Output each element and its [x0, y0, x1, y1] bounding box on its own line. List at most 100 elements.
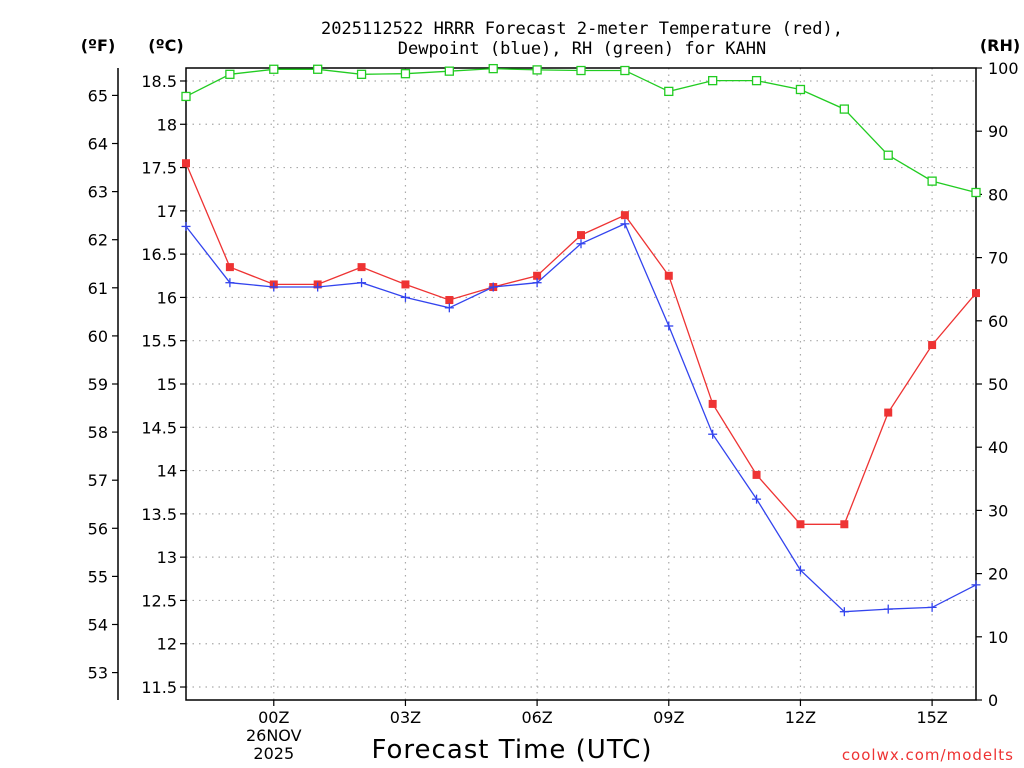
data-point: [313, 282, 323, 292]
celsius-tick-label: 15: [157, 375, 177, 394]
data-point: [927, 176, 937, 186]
data-point: [401, 280, 410, 289]
fahrenheit-tick-label: 59: [88, 375, 108, 394]
data-point: [225, 69, 235, 79]
celsius-tick-label: 12: [157, 635, 177, 654]
fahrenheit-tick-label: 62: [88, 231, 108, 250]
data-point: [971, 580, 981, 590]
celsius-tick-label: 15.5: [141, 332, 177, 351]
fahrenheit-tick-label: 53: [88, 664, 108, 683]
fahrenheit-tick-label: 57: [88, 471, 108, 490]
celsius-tick-label: 17: [157, 202, 177, 221]
data-point: [796, 520, 805, 529]
celsius-tick-label: 14.5: [141, 418, 177, 437]
data-point: [181, 221, 191, 231]
data-point: [927, 602, 937, 612]
data-point: [182, 159, 190, 168]
rh-tick-label: 40: [988, 438, 1008, 457]
data-point: [664, 321, 674, 331]
date-label-year: 2025: [253, 744, 294, 763]
data-point: [664, 86, 674, 97]
celsius-tick-label: 17.5: [141, 159, 177, 178]
celsius-axis-label: (ºC): [148, 36, 183, 55]
axes: 11.5 12 12.5 13 13.5 14 14.5 15 15.5 16 16.5 17 17.5…: [88, 59, 1019, 727]
data-point: [488, 63, 498, 74]
rh-axis-label: (RH): [980, 36, 1020, 55]
data-point: [357, 278, 367, 288]
celsius-tick-label: 16: [157, 288, 177, 307]
fahrenheit-tick-label: 55: [88, 567, 108, 586]
celsius-tick-label: 11.5: [141, 678, 177, 697]
fahrenheit-tick-label: 56: [88, 519, 108, 538]
data-point: [620, 211, 629, 220]
data-point: [839, 607, 849, 617]
data-point: [181, 91, 191, 102]
rh-tick-label: 90: [988, 122, 1008, 141]
series-line: [185, 67, 977, 194]
rh-tick-label: 60: [988, 312, 1008, 331]
rh-tick-label: 80: [988, 185, 1008, 204]
data-point: [225, 278, 235, 288]
x-tick-label: 03Z: [390, 708, 421, 727]
celsius-tick-label: 18.5: [141, 72, 177, 91]
rh-tick-label: 50: [988, 375, 1008, 394]
data-point: [445, 296, 454, 305]
rh-tick-label: 70: [988, 249, 1008, 268]
data-series: [181, 63, 981, 617]
celsius-tick-label: 16.5: [141, 245, 177, 264]
rh-tick-label: 100: [988, 59, 1019, 78]
x-tick-label: 09Z: [653, 708, 684, 727]
rh-tick-label: 20: [988, 565, 1008, 584]
celsius-tick-label: 18: [157, 115, 177, 134]
data-point: [795, 565, 805, 575]
data-point: [795, 84, 806, 95]
data-point: [972, 289, 980, 298]
data-point: [708, 429, 718, 439]
data-point: [356, 69, 367, 79]
data-point: [708, 399, 717, 408]
data-point: [444, 66, 454, 76]
credit-link[interactable]: coolwx.com/modelts: [842, 746, 1014, 764]
data-point: [752, 494, 762, 504]
series-dewpoint: [181, 219, 981, 617]
data-point: [576, 65, 586, 76]
data-point: [664, 271, 673, 280]
data-point: [532, 278, 542, 288]
celsius-tick-label: 14: [157, 462, 177, 481]
x-axis-title: Forecast Time (UTC): [371, 735, 652, 765]
data-point: [576, 239, 586, 249]
series-2-meter-temperature: [182, 159, 980, 529]
data-point: [269, 282, 279, 292]
fahrenheit-tick-label: 54: [88, 615, 108, 634]
data-point: [620, 65, 630, 76]
rh-tick-label: 10: [988, 628, 1008, 647]
celsius-tick-label: 12.5: [141, 591, 177, 610]
fahrenheit-tick-label: 65: [88, 86, 108, 105]
data-point: [752, 470, 761, 479]
fahrenheit-tick-label: 60: [88, 327, 108, 346]
data-point: [971, 187, 981, 198]
data-point: [269, 64, 279, 74]
series-line: [185, 222, 977, 613]
celsius-tick-label: 13: [157, 548, 177, 567]
fahrenheit-axis-label: (ºF): [81, 36, 116, 55]
data-point: [883, 604, 893, 614]
data-point: [225, 263, 234, 272]
fahrenheit-tick-label: 63: [88, 183, 108, 202]
data-point: [400, 69, 411, 79]
data-point: [883, 150, 893, 160]
title-line-2: Dewpoint (blue), RH (green) for KAHN: [398, 39, 766, 59]
fahrenheit-tick-label: 61: [88, 279, 108, 298]
data-point: [620, 219, 630, 229]
data-point: [532, 65, 542, 75]
data-point: [313, 64, 323, 74]
data-point: [840, 520, 849, 529]
data-point: [839, 104, 849, 114]
chart-title: 2025112522 HRRR Forecast 2-meter Tempera…: [321, 19, 843, 59]
celsius-tick-label: 13.5: [141, 505, 177, 524]
data-point: [577, 231, 585, 240]
x-tick-label: 15Z: [916, 708, 947, 727]
x-tick-label: 06Z: [521, 708, 552, 727]
series-rh: [181, 63, 981, 198]
